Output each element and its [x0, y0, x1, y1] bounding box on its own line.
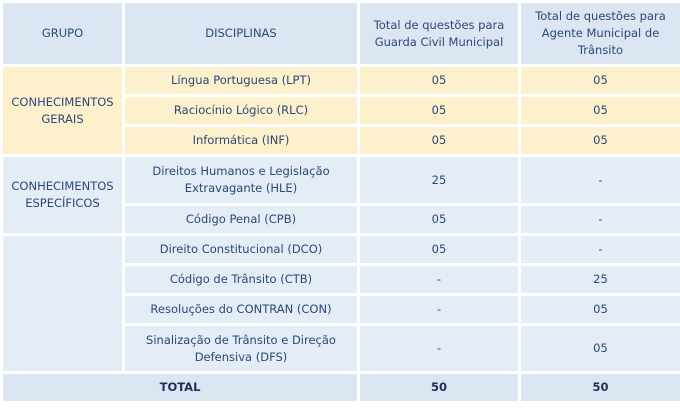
agente-cell: - — [518, 203, 680, 236]
agente-cell: 05 — [518, 293, 680, 326]
total-agente: 50 — [518, 371, 680, 404]
header-agente: Total de questões para Agente Municipal … — [518, 0, 680, 67]
group-cell: CONHECIMENTOS GERAIS — [0, 64, 125, 157]
total-guarda: 50 — [357, 371, 521, 404]
guarda-cell: 05 — [357, 124, 521, 157]
table-row: Código Penal (CPB) 05- — [2, 203, 680, 236]
group-cell — [0, 233, 125, 374]
agente-cell: - — [518, 154, 680, 206]
guarda-cell: 05 — [357, 203, 521, 236]
disciplina-cell: Direito Constitucional (DCO) — [122, 233, 360, 266]
disciplina-cell: Sinalização de Trânsito e Direção Defens… — [122, 323, 360, 374]
disciplina-cell: Língua Portuguesa (LPT) — [122, 64, 360, 97]
table-row: Sinalização de Trânsito e Direção Defens… — [2, 323, 680, 374]
disciplina-cell: Resoluções do CONTRAN (CON) — [122, 293, 360, 326]
header-row: GRUPO DISCIPLINAS Total de questões para… — [0, 0, 680, 67]
table-row: Informática (INF) 05 05 — [2, 124, 680, 157]
table-row: Código de Trânsito (CTB) -25 — [2, 263, 680, 296]
header-guarda: Total de questões para Guarda Civil Muni… — [357, 0, 521, 67]
disciplina-cell: Código de Trânsito (CTB) — [122, 263, 360, 296]
agente-cell: 25 — [518, 263, 680, 296]
table-row: CONHECIMENTOS GERAIS Língua Portuguesa (L… — [0, 64, 680, 157]
disciplina-cell: Informática (INF) — [122, 124, 360, 157]
table-row: Resoluções do CONTRAN (CON) -05 — [2, 293, 680, 326]
agente-cell: 05 — [518, 124, 680, 157]
guarda-cell: - — [357, 293, 521, 326]
guarda-cell: 05 — [357, 94, 521, 127]
agente-cell: 05 — [518, 94, 680, 127]
guarda-cell: - — [357, 323, 521, 374]
guarda-cell: 25 — [357, 154, 521, 206]
agente-cell: - — [518, 233, 680, 266]
disciplina-cell: Código Penal (CPB) — [122, 203, 360, 236]
agente-cell: 05 — [518, 323, 680, 374]
total-label: TOTAL — [0, 371, 360, 404]
total-row: TOTAL 50 50 — [0, 371, 680, 404]
table-row: Raciocínio Lógico (RLC) 05 05 — [2, 94, 680, 127]
guarda-cell: - — [357, 263, 521, 296]
disciplina-cell: Raciocínio Lógico (RLC) — [122, 94, 360, 127]
table-row: Direito Constitucional (DCO) 05- — [0, 233, 680, 374]
guarda-cell: 05 — [357, 233, 521, 266]
guarda-cell: 05 — [357, 64, 521, 97]
disciplina-cell: Direitos Humanos e Legislação Extravagan… — [122, 154, 360, 206]
header-grupo: GRUPO — [0, 0, 125, 67]
header-disciplinas: DISCIPLINAS — [122, 0, 360, 67]
agente-cell: 05 — [518, 64, 680, 97]
table-row: CONHECIMENTOS ESPECÍFICOS Direitos Humano… — [0, 154, 680, 236]
group-cell: CONHECIMENTOS ESPECÍFICOS — [0, 154, 125, 236]
